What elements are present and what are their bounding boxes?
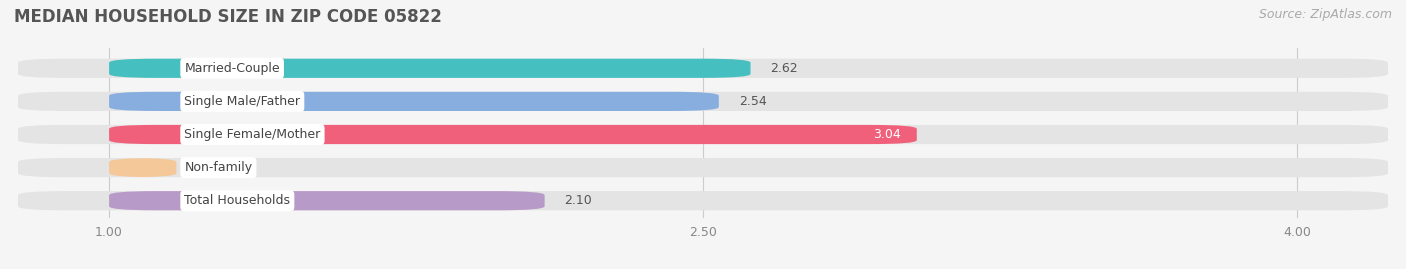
FancyBboxPatch shape [110, 125, 917, 144]
FancyBboxPatch shape [18, 158, 1388, 177]
Text: Married-Couple: Married-Couple [184, 62, 280, 75]
FancyBboxPatch shape [110, 158, 176, 177]
FancyBboxPatch shape [110, 59, 751, 78]
Text: 2.62: 2.62 [770, 62, 799, 75]
Text: Non-family: Non-family [184, 161, 253, 174]
Text: 3.04: 3.04 [873, 128, 901, 141]
FancyBboxPatch shape [18, 191, 1388, 210]
Text: Single Female/Mother: Single Female/Mother [184, 128, 321, 141]
FancyBboxPatch shape [18, 92, 1388, 111]
FancyBboxPatch shape [110, 92, 718, 111]
Text: Source: ZipAtlas.com: Source: ZipAtlas.com [1258, 8, 1392, 21]
Text: 2.54: 2.54 [738, 95, 766, 108]
Text: 2.10: 2.10 [564, 194, 592, 207]
FancyBboxPatch shape [18, 125, 1388, 144]
FancyBboxPatch shape [18, 59, 1388, 78]
Text: MEDIAN HOUSEHOLD SIZE IN ZIP CODE 05822: MEDIAN HOUSEHOLD SIZE IN ZIP CODE 05822 [14, 8, 441, 26]
Text: Single Male/Father: Single Male/Father [184, 95, 301, 108]
Text: 1.17: 1.17 [197, 161, 224, 174]
Text: Total Households: Total Households [184, 194, 290, 207]
FancyBboxPatch shape [110, 191, 544, 210]
